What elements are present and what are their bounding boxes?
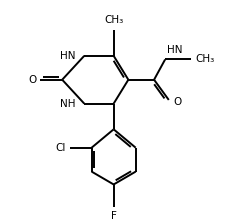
Text: O: O	[173, 97, 182, 107]
Text: CH₃: CH₃	[104, 15, 123, 25]
Text: HN: HN	[60, 51, 76, 61]
Text: O: O	[28, 75, 37, 85]
Text: F: F	[111, 211, 117, 221]
Text: CH₃: CH₃	[196, 54, 215, 65]
Text: HN: HN	[167, 45, 182, 55]
Text: Cl: Cl	[55, 143, 66, 153]
Text: NH: NH	[60, 99, 76, 109]
